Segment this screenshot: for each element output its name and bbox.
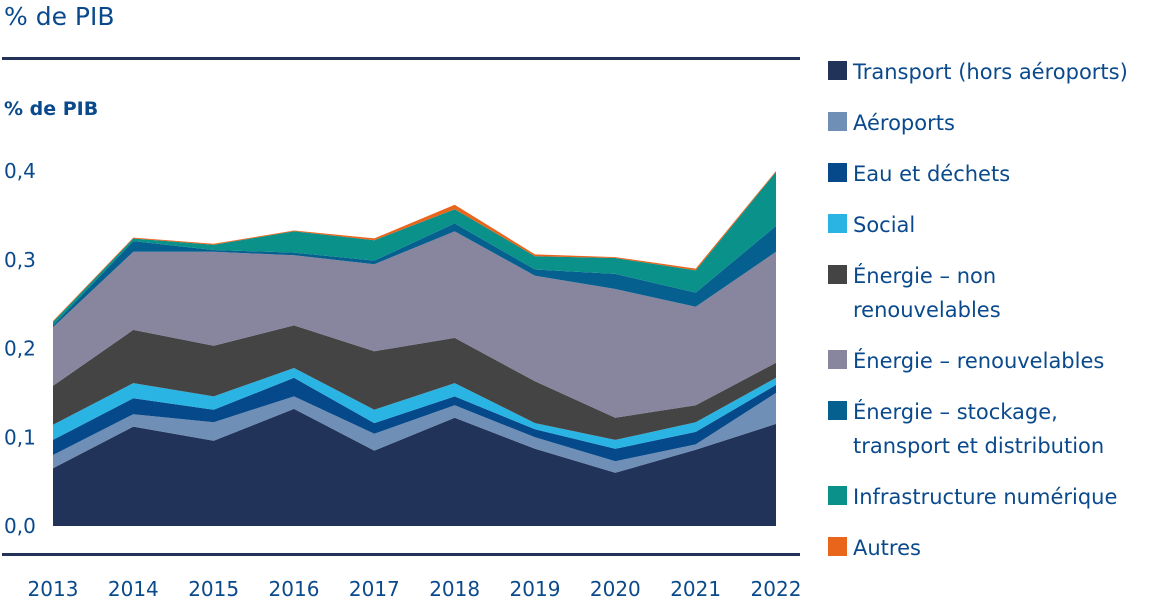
area-eau-et-dechets <box>53 377 776 462</box>
legend-swatch <box>828 537 847 556</box>
x-tick-label: 2015 <box>188 577 239 601</box>
legend-label: Énergie – non renouvelables <box>853 264 1001 322</box>
y-axis-label: % de PIB <box>4 98 99 120</box>
legend-swatch <box>828 350 847 369</box>
y-tick-label: 0,2 <box>4 337 36 361</box>
legend-label: Transport (hors aéroports) <box>853 60 1128 84</box>
x-tick-label: 2016 <box>269 577 320 601</box>
legend-item-energie-non-renouvelables: Énergie – non renouvelables <box>828 259 1148 327</box>
legend-swatch <box>828 163 847 182</box>
y-tick-label: 0,4 <box>4 159 36 183</box>
legend-item-eau-et-dechets: Eau et déchets <box>828 157 1148 191</box>
legend-item-autres: Autres <box>828 531 1148 565</box>
legend-item-energie-stockage-transport-et-distribution: Énergie – stockage, transport et distrib… <box>828 395 1148 463</box>
legend-label: Aéroports <box>853 111 955 135</box>
x-tick-label: 2013 <box>28 577 79 601</box>
legend-swatch <box>828 214 847 233</box>
x-tick-label: 2022 <box>751 577 802 601</box>
y-axis-ticks: 0,0 0,1 0,2 0,3 0,4 <box>4 159 36 538</box>
x-tick-label: 2019 <box>510 577 561 601</box>
legend-swatch <box>828 486 847 505</box>
legend-item-transport-hors-aeroports: Transport (hors aéroports) <box>828 55 1148 89</box>
legend-item-infrastructure-numerique: Infrastructure numérique <box>828 480 1148 514</box>
area-transport-hors-aeroports <box>53 408 776 526</box>
legend-item-social: Social <box>828 208 1148 242</box>
x-axis-line <box>2 553 800 556</box>
x-tick-label: 2017 <box>349 577 400 601</box>
legend-label: Énergie – renouvelables <box>853 349 1105 373</box>
legend-swatch <box>828 401 847 420</box>
legend-label: Énergie – stockage, transport et distrib… <box>853 400 1105 458</box>
x-tick-label: 2018 <box>429 577 480 601</box>
y-tick-label: 0,3 <box>4 248 36 272</box>
legend-item-energie-renouvelables: Énergie – renouvelables <box>828 344 1148 378</box>
y-tick-label: 0,0 <box>4 514 36 538</box>
stacked-area-chart: 0,0 0,1 0,2 0,3 0,4 2013 2014 2015 2016 2017 2018… <box>4 159 802 601</box>
legend-label: Infrastructure numérique <box>853 485 1118 509</box>
legend-label: Social <box>853 213 916 237</box>
chart-title: % de PIB <box>4 2 115 31</box>
legend-swatch <box>828 265 847 284</box>
legend-swatch <box>828 61 847 80</box>
x-tick-label: 2014 <box>108 577 159 601</box>
legend: Transport (hors aéroports) Aéroports Eau e… <box>828 55 1148 582</box>
top-divider <box>2 57 800 60</box>
area-energie-renouvelables <box>53 231 776 418</box>
legend-label: Eau et déchets <box>853 162 1011 186</box>
legend-item-aeroports: Aéroports <box>828 106 1148 140</box>
x-tick-label: 2021 <box>670 577 721 601</box>
legend-label: Autres <box>853 536 921 560</box>
x-axis-ticks: 2013 2014 2015 2016 2017 2018 2019 2020 2021 2022 <box>28 577 802 601</box>
area-layers <box>53 171 776 526</box>
area-social <box>53 368 776 449</box>
area-energie-stockage-transport-et-distribution <box>53 223 776 328</box>
area-aeroports <box>53 392 776 473</box>
area-energie-non-renouvelables <box>53 325 776 440</box>
legend-swatch <box>828 112 847 131</box>
x-tick-label: 2020 <box>590 577 641 601</box>
y-tick-label: 0,1 <box>4 425 36 449</box>
